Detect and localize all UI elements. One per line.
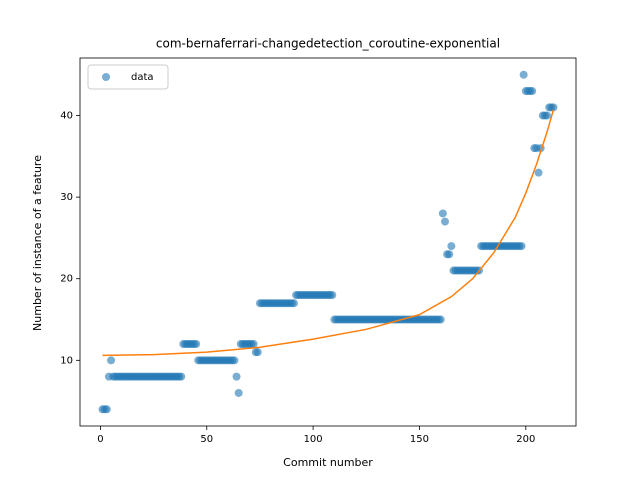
y-tick-label: 30 [60, 192, 73, 203]
y-tick-label: 40 [60, 111, 73, 122]
x-axis-label: Commit number [283, 456, 373, 469]
x-tick-label: 100 [304, 434, 323, 445]
data-point [253, 348, 262, 357]
data-point [249, 339, 258, 348]
data-point [534, 168, 543, 177]
x-tick-label: 0 [97, 434, 103, 445]
data-point [543, 111, 552, 120]
data-point [177, 372, 186, 381]
data-point [102, 405, 111, 414]
data-point [519, 70, 528, 79]
data-point [517, 242, 526, 251]
data-point [528, 87, 537, 96]
data-point [234, 388, 243, 397]
x-tick-label: 150 [410, 434, 429, 445]
data-point [289, 299, 298, 308]
data-point [438, 209, 447, 218]
data-point [436, 315, 445, 324]
data-point [549, 103, 558, 112]
data-point [232, 372, 241, 381]
data-point [445, 250, 454, 259]
x-tick-label: 200 [516, 434, 535, 445]
x-tick-label: 50 [200, 434, 213, 445]
y-tick-label: 10 [60, 355, 73, 366]
chart-title: com-bernaferrari-changedetection_corouti… [156, 37, 500, 51]
fit-line [102, 109, 555, 357]
legend-box [87, 64, 169, 90]
data-point [447, 242, 456, 251]
y-tick-label: 20 [60, 274, 73, 285]
data-point [192, 339, 201, 348]
data-point [440, 217, 449, 226]
legend-label: data [131, 72, 154, 83]
data-point [107, 356, 116, 365]
y-axis-label: Number of instance of a feature [31, 155, 44, 331]
plot-frame [79, 57, 577, 427]
data-point [230, 356, 239, 365]
data-point [328, 291, 337, 300]
legend-marker [102, 73, 110, 81]
